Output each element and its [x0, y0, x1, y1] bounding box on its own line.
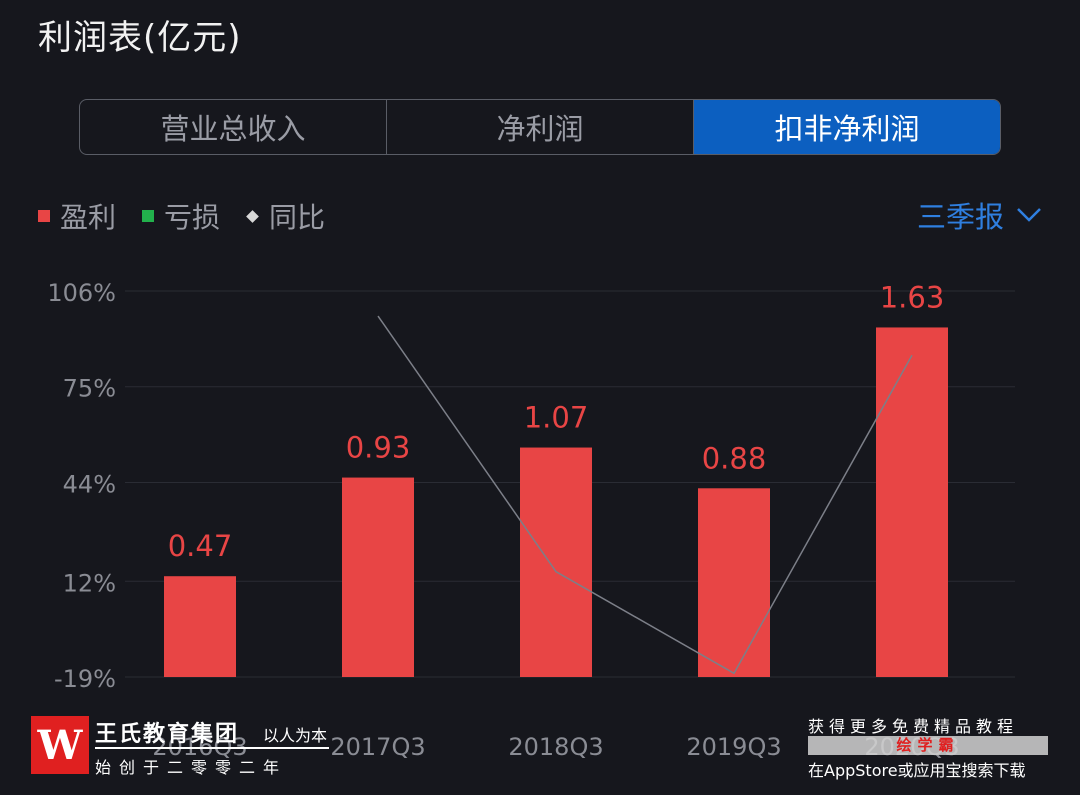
yoy-line: [377, 315, 913, 675]
y-tick-label: 12%: [63, 569, 116, 597]
legend-profit-label: 盈利: [60, 201, 117, 234]
y-tick-label: -19%: [54, 665, 116, 693]
data-label: 1.07: [524, 401, 589, 435]
report-type-tabs: 营业总收入 净利润 扣非净利润: [79, 99, 1001, 155]
period-selector[interactable]: 三季报: [917, 194, 1042, 236]
watermark-founded: 始创于二零零二年: [95, 758, 288, 777]
x-tick-label: 2019Q3: [686, 733, 781, 761]
watermark-motto: 以人为本: [263, 726, 328, 745]
watermark-logo: W: [31, 716, 89, 774]
watermark-promo-text: 获得更多免费精品教程: [808, 717, 1019, 736]
data-label: 0.47: [168, 529, 233, 563]
bar: [342, 477, 414, 677]
watermark-divider: [95, 747, 329, 749]
tab-deducted-net-profit[interactable]: 扣非净利润: [694, 100, 1000, 154]
bar: [520, 447, 592, 677]
legend-profit-swatch: [38, 210, 50, 222]
bar: [164, 576, 236, 677]
legend-yoy-label: 同比: [269, 201, 326, 234]
legend-loss-swatch: [142, 210, 155, 222]
watermark-company-name: 王氏教育集团: [95, 722, 240, 747]
data-label: 0.88: [702, 441, 767, 475]
y-tick-label: 106%: [47, 279, 116, 307]
watermark-brand: 绘学霸: [808, 736, 1048, 755]
data-label: 1.63: [880, 280, 945, 314]
page-title: 利润表(亿元): [38, 18, 242, 58]
y-tick-label: 75%: [63, 375, 116, 403]
chevron-down-icon: [1017, 208, 1041, 222]
chart-legend: 盈利 亏损 同比: [38, 196, 351, 236]
y-tick-label: 44%: [63, 470, 116, 498]
legend-loss: 亏损: [142, 196, 220, 236]
watermark-right: 获得更多免费精品教程 绘学霸 在AppStore或应用宝搜索下载: [808, 713, 1050, 780]
bar: [876, 327, 948, 677]
legend-profit: 盈利: [38, 196, 116, 236]
legend-loss-label: 亏损: [164, 201, 221, 234]
data-label: 0.93: [346, 431, 411, 465]
legend-yoy: 同比: [246, 196, 325, 236]
bar: [698, 488, 770, 677]
watermark-left: W 王氏教育集团 以人为本 始创于二零零二年: [31, 716, 331, 777]
tab-total-revenue[interactable]: 营业总收入: [80, 100, 387, 154]
x-tick-label: 2017Q3: [330, 733, 425, 761]
x-tick-label: 2018Q3: [508, 733, 603, 761]
tab-net-profit[interactable]: 净利润: [387, 100, 694, 154]
watermark-download-text: 在AppStore或应用宝搜索下载: [808, 761, 1026, 780]
period-selector-label: 三季报: [916, 200, 1004, 234]
